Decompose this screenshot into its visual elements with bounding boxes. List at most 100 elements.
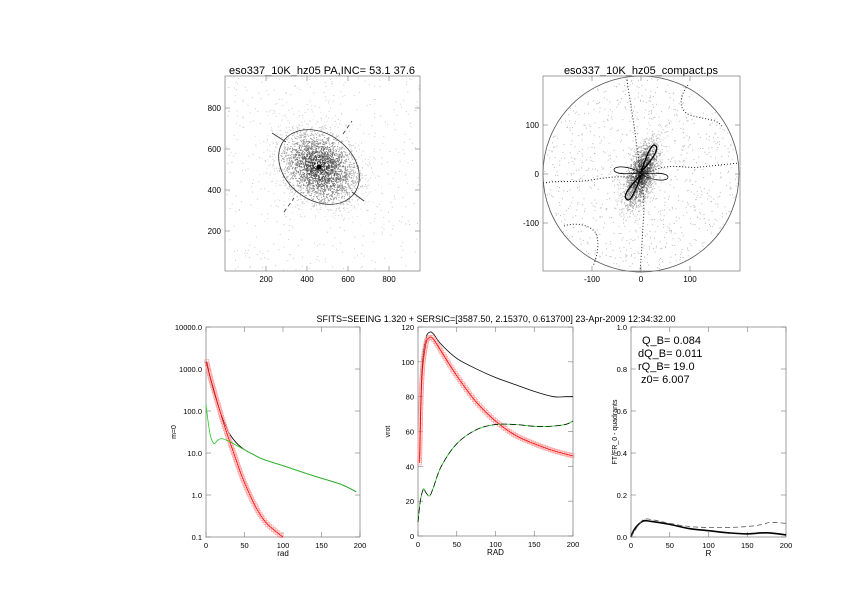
pixel	[330, 127, 331, 128]
pixel	[320, 178, 322, 180]
pixel	[341, 112, 343, 114]
pixel	[279, 163, 281, 165]
pixel	[298, 199, 300, 201]
pixel	[307, 142, 309, 144]
pixel	[620, 192, 621, 194]
pixel	[340, 152, 342, 154]
pixel	[631, 175, 633, 176]
pixel	[356, 109, 358, 110]
pixel	[297, 205, 299, 207]
pixel	[637, 156, 639, 158]
pixel	[296, 126, 298, 128]
pixel	[332, 163, 334, 165]
pixel	[631, 186, 633, 188]
pixel	[601, 140, 603, 142]
pixel	[649, 157, 651, 159]
pixel	[416, 101, 418, 103]
pixel	[347, 154, 348, 156]
pixel	[623, 174, 625, 175]
pixel	[680, 127, 682, 129]
pixel	[319, 178, 321, 180]
pixel	[318, 152, 320, 154]
pixel	[337, 155, 339, 157]
pixel	[295, 164, 297, 166]
pixel	[339, 149, 340, 151]
pixel	[333, 160, 335, 162]
pixel	[635, 150, 637, 151]
pixel	[368, 133, 370, 135]
pixel	[638, 198, 640, 200]
pixel	[341, 160, 343, 162]
pixel	[336, 175, 338, 177]
pixel	[269, 123, 271, 124]
pixel	[645, 177, 647, 179]
pixel	[292, 128, 294, 130]
pixel	[624, 202, 626, 204]
pixel	[317, 196, 319, 198]
y-tick-label: 600	[208, 145, 222, 154]
pixel	[297, 171, 299, 173]
pixel	[642, 201, 644, 203]
pixel	[331, 158, 332, 160]
pixel	[658, 164, 660, 166]
pixel	[562, 152, 564, 154]
pixel	[650, 145, 652, 147]
pixel	[310, 130, 312, 132]
pixel	[291, 151, 293, 153]
pixel	[354, 206, 356, 208]
pixel	[318, 160, 319, 162]
pixel	[289, 186, 290, 187]
pixel	[331, 171, 333, 173]
pixel	[340, 103, 342, 105]
pixel	[344, 175, 346, 177]
pixel	[341, 173, 342, 175]
pixel	[407, 113, 409, 115]
pixel	[632, 207, 634, 209]
pixel	[654, 194, 655, 196]
pixel	[303, 157, 305, 159]
pixel	[323, 154, 325, 156]
pixel	[319, 173, 321, 175]
pixel	[295, 191, 297, 193]
pixel	[648, 168, 650, 170]
pixel	[323, 125, 325, 127]
pixel	[327, 197, 329, 199]
pixel	[331, 191, 333, 193]
pixel	[303, 152, 305, 154]
pixel	[347, 211, 349, 213]
pixel	[621, 208, 622, 210]
pixel	[653, 167, 655, 169]
pixel	[575, 170, 577, 171]
pixel	[552, 142, 553, 144]
pixel	[315, 159, 317, 161]
pixel	[357, 77, 359, 79]
pixel	[630, 198, 632, 200]
pixel	[309, 146, 311, 148]
pixel	[316, 183, 318, 185]
pixel	[345, 159, 347, 161]
pixel	[641, 179, 642, 180]
pixel	[254, 135, 256, 137]
pixel	[307, 199, 309, 201]
pixel	[641, 184, 643, 185]
pixel	[635, 145, 637, 147]
pixel	[351, 189, 353, 191]
pixel	[308, 165, 309, 167]
pixel	[649, 138, 651, 139]
pixel	[637, 190, 639, 192]
pixel	[615, 208, 617, 210]
pixel	[374, 159, 376, 161]
pixel	[652, 175, 654, 177]
pixel	[276, 103, 278, 104]
pixel	[308, 150, 310, 152]
pixel	[311, 193, 313, 195]
pixel	[303, 144, 305, 145]
pixel	[326, 120, 328, 122]
pixel	[639, 155, 641, 157]
pixel	[324, 163, 325, 165]
pixel	[636, 157, 638, 158]
pixel	[355, 184, 357, 186]
pixel	[298, 160, 300, 162]
pixel	[329, 172, 331, 174]
pixel	[573, 173, 575, 175]
